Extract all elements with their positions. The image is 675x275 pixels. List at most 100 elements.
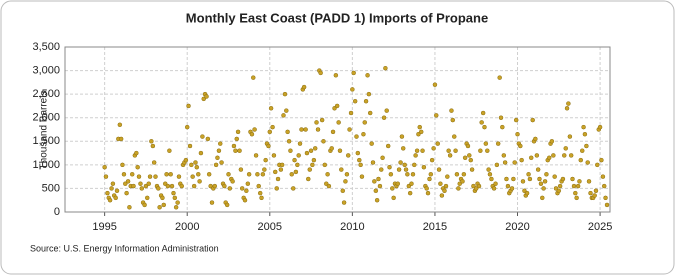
point <box>480 110 486 116</box>
point <box>345 153 351 158</box>
point <box>333 73 339 78</box>
point <box>193 160 198 165</box>
x-tick-label: 1995 <box>92 221 116 233</box>
point <box>562 153 567 158</box>
point <box>362 120 367 125</box>
point <box>535 167 541 172</box>
point <box>476 183 482 189</box>
point <box>339 167 344 172</box>
plot-frame <box>64 46 611 213</box>
point <box>489 176 494 182</box>
point <box>501 153 507 158</box>
point <box>520 179 526 184</box>
point <box>251 75 256 80</box>
point <box>139 186 145 191</box>
x-tick-label: 2025 <box>588 221 612 233</box>
point <box>402 162 407 168</box>
point <box>358 162 363 168</box>
point <box>165 183 171 189</box>
point <box>289 172 295 177</box>
point <box>534 153 540 158</box>
point <box>348 110 354 116</box>
point <box>118 136 124 142</box>
point <box>169 183 175 189</box>
point <box>585 160 590 165</box>
y-tick-label: 0 <box>54 206 60 218</box>
point <box>530 117 535 123</box>
point <box>443 183 449 189</box>
point <box>416 131 421 137</box>
point <box>577 179 582 184</box>
point <box>467 153 472 158</box>
point <box>381 115 387 120</box>
point <box>578 157 584 163</box>
point <box>278 167 284 172</box>
point <box>388 172 394 177</box>
point <box>172 195 178 201</box>
point <box>347 127 352 132</box>
point <box>135 164 140 170</box>
point <box>212 183 218 189</box>
point <box>391 195 396 201</box>
point <box>151 160 157 165</box>
point <box>262 167 267 172</box>
point <box>322 162 328 168</box>
point <box>500 124 505 130</box>
point <box>446 148 451 153</box>
point <box>453 148 458 153</box>
point <box>206 172 212 177</box>
point <box>482 124 487 130</box>
y-tick-label: 3,000 <box>32 64 60 76</box>
point <box>363 98 369 104</box>
point <box>438 181 443 186</box>
x-tick-label: 2020 <box>505 221 529 233</box>
point <box>564 106 570 111</box>
point <box>326 183 332 189</box>
point <box>249 131 255 137</box>
point <box>103 174 109 179</box>
point <box>121 172 127 177</box>
point <box>117 122 123 128</box>
point <box>275 176 281 182</box>
x-tick-label: 2010 <box>340 221 364 233</box>
point <box>566 101 571 106</box>
point <box>502 160 508 165</box>
point <box>460 179 465 184</box>
point <box>519 157 524 163</box>
point <box>509 186 515 191</box>
point <box>271 153 277 158</box>
point <box>245 181 251 186</box>
point <box>452 134 457 139</box>
point <box>114 188 120 194</box>
point <box>599 157 604 163</box>
point <box>574 195 579 201</box>
point <box>552 174 557 179</box>
point <box>511 176 516 182</box>
point <box>237 148 242 153</box>
point <box>209 200 215 205</box>
point <box>524 190 530 196</box>
point <box>357 157 362 163</box>
point <box>473 186 479 191</box>
point <box>495 141 501 146</box>
point <box>153 174 158 179</box>
point <box>255 172 260 177</box>
point <box>582 131 588 137</box>
point <box>571 183 577 189</box>
point <box>457 181 462 186</box>
point <box>493 181 498 186</box>
point <box>361 131 366 137</box>
point <box>551 153 556 158</box>
point <box>256 183 261 189</box>
point <box>217 141 223 146</box>
point <box>549 139 555 144</box>
point <box>296 153 301 158</box>
point <box>301 84 307 90</box>
point <box>109 186 114 191</box>
point <box>373 188 379 194</box>
point <box>592 193 597 198</box>
point <box>190 174 195 179</box>
point <box>425 190 431 196</box>
point <box>197 179 202 184</box>
